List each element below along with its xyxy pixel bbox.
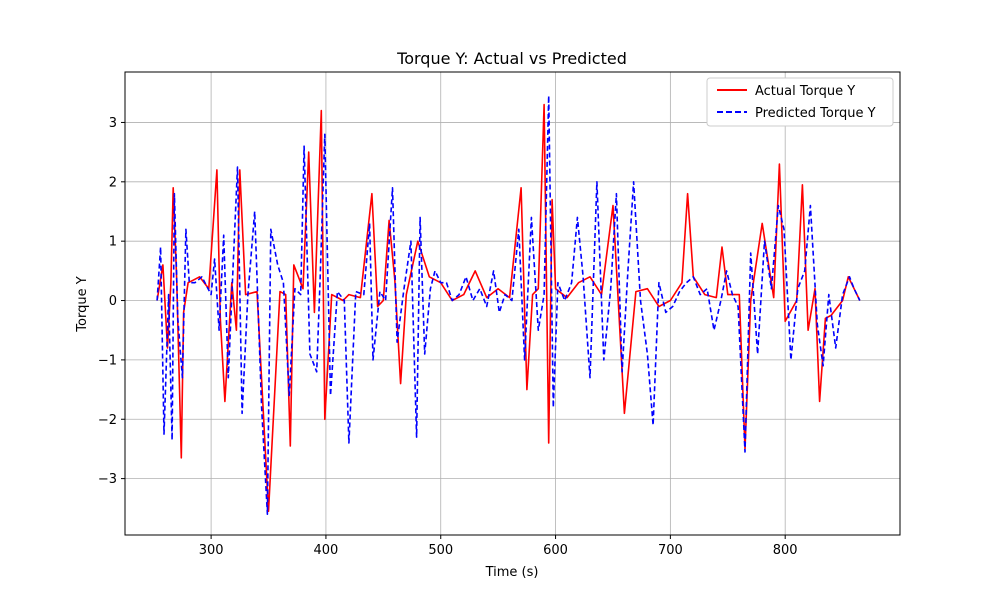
y-tick-label: −3 (98, 472, 117, 487)
x-tick-label: 400 (314, 543, 339, 558)
x-tick-label: 300 (199, 543, 224, 558)
chart-title: Torque Y: Actual vs Predicted (396, 49, 627, 68)
legend-box (706, 77, 894, 127)
series-layer (156, 94, 861, 516)
y-tick-label: 2 (109, 175, 117, 190)
x-axis-label: Time (s) (485, 565, 539, 580)
y-tick-label: 3 (109, 116, 117, 131)
y-axis-label: Torque Y (75, 276, 90, 332)
y-tick-label: 0 (109, 294, 117, 309)
x-tick-label: 500 (428, 543, 453, 558)
legend-label-actual: Actual Torque Y (755, 84, 855, 99)
x-tick-label: 700 (658, 543, 683, 558)
y-tick-label: −2 (98, 413, 117, 428)
legend: Actual Torque Y Predicted Torque Y (706, 77, 894, 127)
x-tick-label: 800 (773, 543, 798, 558)
plot-frame (124, 71, 901, 536)
x-tick-label: 600 (543, 543, 568, 558)
tick-layer: 300 400 500 600 700 800 −3 −2 −1 0 1 2 3 (98, 116, 798, 558)
y-tick-label: −1 (98, 353, 117, 368)
series-actual-line (156, 103, 861, 513)
y-tick-label: 1 (109, 235, 117, 250)
series-predicted-line (156, 94, 861, 516)
legend-label-predicted: Predicted Torque Y (755, 106, 876, 121)
